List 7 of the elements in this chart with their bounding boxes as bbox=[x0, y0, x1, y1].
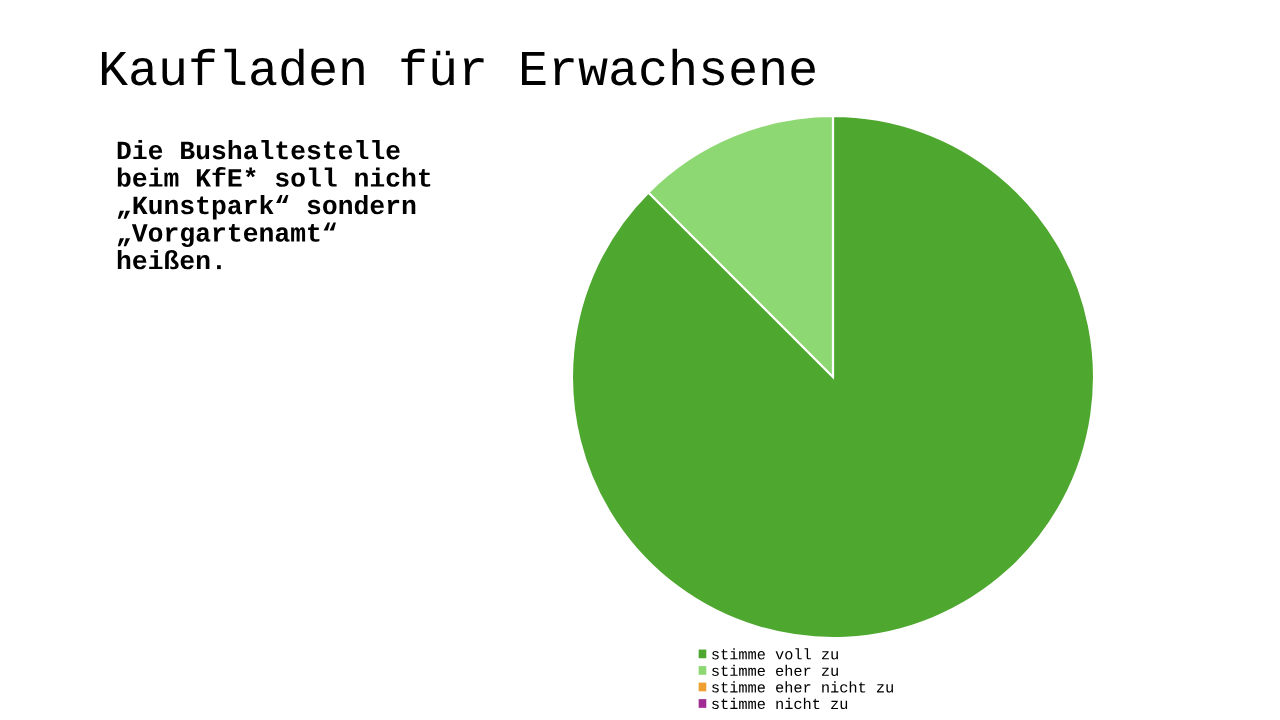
legend-label: stimme eher zu bbox=[712, 664, 838, 676]
pie-slice bbox=[570, 114, 1096, 640]
legend-label: stimme voll zu bbox=[712, 648, 838, 660]
legend-label: stimme nicht zu bbox=[712, 697, 848, 710]
legend-label: stimme eher nicht zu bbox=[712, 681, 893, 693]
text: Die Bushaltestelle beim KfE* soll nicht „Kunstpark“ sondern „Vorgartenamt“ heißen. bbox=[117, 140, 431, 270]
chart-title: Kaufladen für Erwachsene bbox=[101, 48, 815, 86]
